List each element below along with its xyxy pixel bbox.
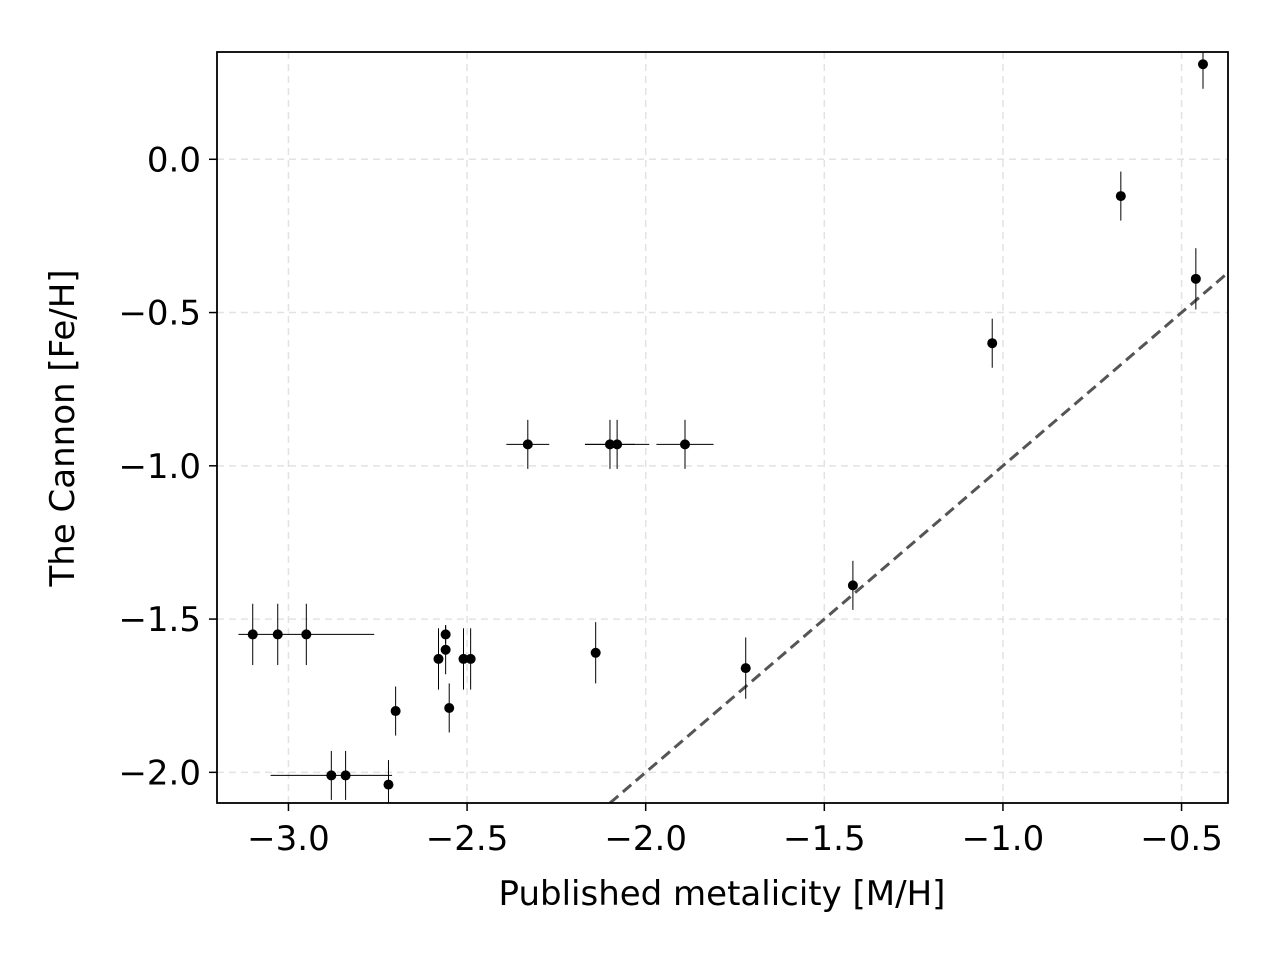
plot-frame (216, 51, 1229, 804)
x-tick-label: −3.0 (247, 819, 330, 859)
y-axis-label: The Cannon [Fe/H] (43, 269, 83, 587)
grid-lines (217, 52, 1228, 803)
data-point (440, 644, 451, 655)
y-tick-label: −1.5 (118, 600, 201, 640)
x-tick-label: −1.0 (962, 819, 1045, 859)
x-tick-label: −0.5 (1140, 819, 1223, 859)
data-point (1197, 59, 1208, 70)
data-point (1115, 191, 1126, 202)
data-point (458, 653, 469, 664)
data-point (740, 663, 751, 674)
data-point (340, 770, 351, 781)
data-point (326, 770, 337, 781)
y-tick-label: −1.0 (118, 447, 201, 487)
data-point (679, 439, 690, 450)
data-point (522, 439, 533, 450)
x-tick-label: −1.5 (783, 819, 866, 859)
data-point (465, 653, 476, 664)
x-axis-ticks: −3.0 −2.5 −2.0 −1.5 −1.0 −0.5 (247, 803, 1223, 859)
x-tick-label: −2.5 (426, 819, 509, 859)
data-point (383, 779, 394, 790)
data-point (987, 338, 998, 349)
data-point (390, 706, 401, 717)
data-point (1190, 273, 1201, 284)
y-tick-label: 0.0 (147, 140, 201, 180)
x-tick-label: −2.0 (604, 819, 687, 859)
data-points-group (238, 52, 1208, 803)
data-point (847, 580, 858, 591)
y-tick-label: −2.0 (118, 753, 201, 793)
data-point (612, 439, 623, 450)
data-point (444, 702, 455, 713)
x-axis-label: Published metalicity [M/H] (499, 874, 946, 914)
y-tick-label: −0.5 (118, 294, 201, 334)
data-point (590, 647, 601, 658)
data-point (433, 653, 444, 664)
y-axis-ticks: 0.0 −0.5 −1.0 −1.5 −2.0 (118, 140, 217, 793)
data-point (301, 629, 312, 640)
